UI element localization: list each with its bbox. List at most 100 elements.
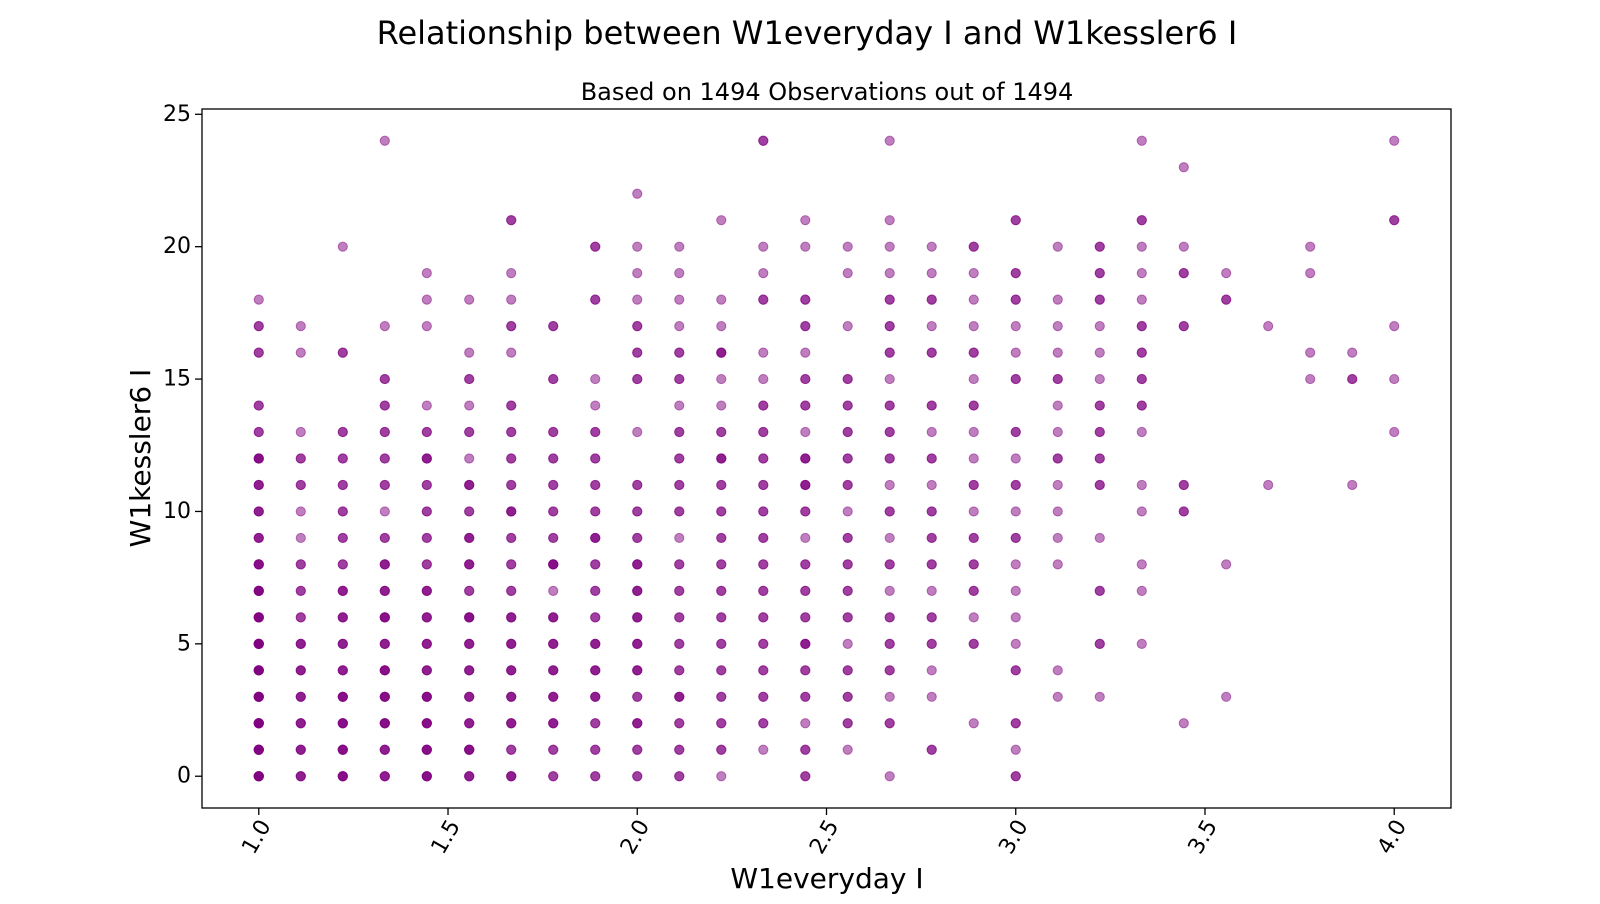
scatter-point xyxy=(842,665,853,676)
scatter-point xyxy=(421,294,432,305)
scatter-point xyxy=(295,771,306,782)
scatter-point xyxy=(337,665,348,676)
scatter-point xyxy=(1094,400,1105,411)
scatter-point xyxy=(337,241,348,252)
scatter-point xyxy=(1010,532,1021,544)
scatter-point xyxy=(758,638,769,649)
scatter-point xyxy=(1136,585,1147,596)
scatter-point xyxy=(842,453,853,464)
scatter-point xyxy=(421,426,432,438)
scatter-point xyxy=(295,612,306,623)
scatter-point xyxy=(758,691,769,702)
scatter-point xyxy=(1263,321,1274,332)
scatter-point xyxy=(632,294,643,305)
scatter-point xyxy=(421,559,432,570)
scatter-point xyxy=(926,506,937,517)
scatter-point xyxy=(253,294,264,305)
scatter-point xyxy=(716,453,727,464)
scatter-point xyxy=(1347,479,1358,491)
scatter-point xyxy=(337,426,348,438)
scatter-point xyxy=(506,321,517,332)
scatter-point xyxy=(716,347,727,358)
scatter-point xyxy=(590,241,601,252)
scatter-point xyxy=(548,453,559,464)
scatter-point xyxy=(632,426,643,438)
scatter-point xyxy=(379,638,390,649)
scatter-point xyxy=(464,744,475,755)
scatter-point xyxy=(1010,665,1021,676)
scatter-point xyxy=(968,347,979,358)
scatter-point xyxy=(1136,241,1147,252)
scatter-point xyxy=(506,691,517,702)
scatter-point xyxy=(295,506,306,517)
scatter-point xyxy=(1347,373,1358,385)
scatter-point xyxy=(842,638,853,649)
scatter-point xyxy=(632,665,643,676)
scatter-point xyxy=(1052,400,1063,411)
scatter-point xyxy=(548,506,559,517)
scatter-point xyxy=(464,638,475,649)
scatter-point xyxy=(464,453,475,464)
scatter-point xyxy=(884,479,895,491)
scatter-point xyxy=(926,453,937,464)
scatter-point xyxy=(590,638,601,649)
scatter-point xyxy=(1178,321,1189,332)
scatter-point xyxy=(253,691,264,702)
scatter-point xyxy=(716,479,727,491)
scatter-point xyxy=(758,373,769,385)
scatter-point xyxy=(464,479,475,491)
scatter-point xyxy=(884,215,895,226)
scatter-point xyxy=(968,373,979,385)
scatter-point xyxy=(421,691,432,702)
scatter-point xyxy=(421,400,432,411)
scatter-point xyxy=(800,373,811,385)
scatter-point xyxy=(968,426,979,438)
scatter-point xyxy=(1136,400,1147,411)
scatter-point xyxy=(590,426,601,438)
scatter-point xyxy=(1136,559,1147,570)
scatter-point xyxy=(1136,347,1147,358)
scatter-point xyxy=(379,771,390,782)
scatter-point xyxy=(926,321,937,332)
scatter-point xyxy=(253,585,264,596)
scatter-point xyxy=(758,294,769,305)
scatter-point xyxy=(464,506,475,517)
scatter-point xyxy=(758,585,769,596)
scatter-point xyxy=(800,771,811,782)
scatter-point xyxy=(926,426,937,438)
scatter-point xyxy=(1263,479,1274,491)
scatter-point xyxy=(464,612,475,623)
scatter-point xyxy=(1052,241,1063,252)
scatter-point xyxy=(758,612,769,623)
scatter-point xyxy=(716,294,727,305)
scatter-point xyxy=(758,744,769,755)
scatter-point xyxy=(632,691,643,702)
scatter-point xyxy=(1010,479,1021,491)
scatter-point xyxy=(716,665,727,676)
scatter-point xyxy=(968,506,979,517)
scatter-point xyxy=(1094,321,1105,332)
scatter-point xyxy=(716,691,727,702)
scatter-point xyxy=(379,691,390,702)
scatter-point xyxy=(421,718,432,729)
scatter-point xyxy=(464,665,475,676)
scatter-point xyxy=(1178,718,1189,729)
scatter-point xyxy=(674,771,685,782)
scatter-point xyxy=(1305,268,1316,279)
scatter-point xyxy=(800,400,811,411)
scatter-point xyxy=(590,400,601,411)
scatter-point xyxy=(716,559,727,570)
scatter-point xyxy=(1178,241,1189,252)
scatter-point xyxy=(884,638,895,649)
scatter-point xyxy=(421,479,432,491)
scatter-point xyxy=(253,479,264,491)
scatter-point xyxy=(716,426,727,438)
scatter-point xyxy=(337,347,348,358)
scatter-point xyxy=(758,400,769,411)
scatter-point xyxy=(926,612,937,623)
x-axis-ticks: 1.0 1.5 2.0 2.5 3.0 3.5 4.0 xyxy=(237,808,1412,859)
scatter-point xyxy=(464,718,475,729)
scatter-point xyxy=(506,612,517,623)
scatter-point xyxy=(421,453,432,464)
scatter-point xyxy=(800,638,811,649)
